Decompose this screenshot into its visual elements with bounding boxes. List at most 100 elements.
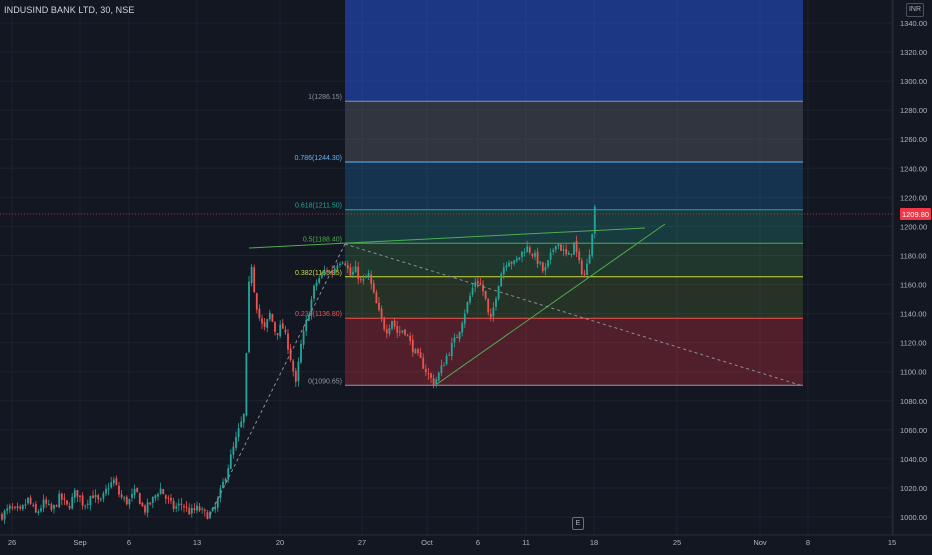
candle-body [554, 245, 557, 250]
candle-body [391, 320, 393, 329]
candle-body [375, 292, 378, 304]
fib-zone [345, 0, 803, 102]
candle-body [102, 493, 105, 499]
candle-body [162, 489, 165, 495]
candle-body [190, 508, 193, 514]
candle-body [523, 252, 526, 254]
candle-body [544, 266, 547, 271]
candle-body [94, 494, 97, 498]
candle-body [99, 498, 102, 500]
candle-body [365, 276, 367, 279]
price-tick-label: 1280.00 [900, 106, 927, 115]
candle-body [206, 512, 209, 520]
time-tick-label: 20 [276, 538, 284, 547]
support-trendline[interactable] [436, 223, 666, 385]
candle-body [58, 493, 61, 508]
candle-body [6, 508, 9, 511]
candle-body [482, 284, 484, 292]
time-tick-label: 6 [127, 538, 131, 547]
candle-body [458, 331, 461, 340]
dashed-trendline-lower[interactable] [209, 243, 346, 516]
candle-body [326, 270, 328, 273]
candle-body [318, 278, 321, 283]
fib-zone [345, 318, 803, 386]
candle-body [97, 495, 100, 500]
candle-body [562, 249, 565, 251]
candle-body [450, 343, 453, 357]
candle-body [518, 257, 521, 260]
candle-body [203, 509, 206, 512]
price-tick-label: 1020.00 [900, 484, 927, 493]
trendline-drawings[interactable] [209, 223, 804, 516]
candle-body [216, 497, 219, 508]
currency-badge[interactable]: INR [906, 3, 924, 17]
fib-level-label: 0(1090.65) [308, 378, 342, 385]
events-button[interactable]: E [572, 517, 584, 530]
candle-body [336, 265, 339, 270]
candle-body [484, 290, 487, 299]
candle-body [432, 378, 435, 386]
fibonacci-retracement[interactable]: 1(1286.15) 0.786(1244.30) 0.618(1211.50) 0.… [295, 0, 803, 386]
price-axis[interactable]: 1340.00 1320.00 1300.00 1280.00 1260.00 1240.… [892, 0, 931, 535]
candle-body [333, 268, 336, 275]
candle-body [328, 271, 331, 274]
dashed-trendline-upper[interactable] [344, 243, 804, 387]
candle-body [47, 503, 50, 505]
candle-body [424, 368, 427, 373]
resistance-trendline[interactable] [248, 227, 646, 249]
candle-body [414, 349, 417, 354]
candle-body [469, 295, 471, 303]
candle-body [27, 497, 29, 504]
candle-body [133, 488, 136, 496]
candle-body [261, 318, 263, 324]
candle-body [268, 312, 271, 320]
time-tick-label: 15 [888, 538, 896, 547]
candle-body [552, 249, 555, 252]
fib-level-label: 0.382(1165.35) [295, 270, 342, 277]
time-tick-label: 6 [476, 538, 480, 547]
candle-body [227, 468, 230, 480]
candle-body [224, 478, 227, 482]
fib-level-label: 1(1286.15) [308, 94, 342, 101]
candle-body [250, 266, 253, 284]
candle-body [404, 329, 406, 335]
symbol-title[interactable]: INDUSIND BANK LTD, 30, NSE [4, 5, 135, 15]
candle-body [539, 261, 542, 264]
candle-body [526, 246, 529, 253]
candle-body [24, 504, 27, 506]
candle-body [42, 499, 45, 509]
candle-body [422, 357, 425, 369]
candle-body [11, 506, 14, 508]
candle-body [79, 495, 81, 497]
candle-body [588, 254, 591, 264]
time-tick-label: 8 [806, 538, 810, 547]
candle-body [21, 505, 24, 510]
candle-body [359, 278, 362, 280]
candle-body [349, 267, 352, 276]
price-tick-label: 1080.00 [900, 397, 927, 406]
price-tick-label: 1100.00 [900, 368, 927, 377]
time-tick-label: 18 [590, 538, 598, 547]
candle-body [370, 274, 373, 284]
candle-body [289, 348, 292, 361]
candle-body [196, 505, 198, 511]
candle-body [16, 506, 19, 508]
candle-body [53, 504, 55, 509]
candle-body [63, 498, 66, 500]
candle-body [297, 361, 300, 382]
candle-body [144, 505, 146, 513]
candle-body [502, 267, 505, 275]
candle-body [14, 506, 16, 508]
time-axis[interactable]: 26 Sep 6 13 20 27 Oct 6 11 18 25 Nov 8 15 [0, 534, 932, 547]
candle-body [149, 502, 152, 505]
time-tick-label: 25 [673, 538, 681, 547]
candle-body [344, 263, 347, 266]
candle-body [565, 248, 568, 255]
candle-body [560, 244, 562, 251]
candle-body [380, 308, 383, 319]
candle-body [66, 500, 68, 505]
candle-body [232, 446, 235, 455]
candle-body [331, 270, 334, 274]
